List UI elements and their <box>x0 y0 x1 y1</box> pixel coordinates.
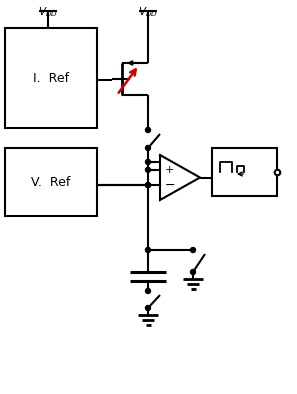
Circle shape <box>146 145 151 151</box>
Text: −: − <box>165 178 176 191</box>
Text: +: + <box>165 165 174 175</box>
Circle shape <box>146 247 151 253</box>
Circle shape <box>146 183 151 188</box>
Text: $V_{DD}$: $V_{DD}$ <box>138 5 158 19</box>
Bar <box>5 28 97 128</box>
Circle shape <box>190 269 195 275</box>
Circle shape <box>146 305 151 310</box>
Bar <box>212 148 277 196</box>
Bar <box>5 148 97 216</box>
Text: I.  Ref: I. Ref <box>33 71 69 84</box>
Circle shape <box>146 160 151 165</box>
Circle shape <box>190 247 195 253</box>
Circle shape <box>146 128 151 132</box>
Text: $V_{DD}$: $V_{DD}$ <box>38 5 58 19</box>
Circle shape <box>146 182 151 188</box>
Circle shape <box>146 288 151 294</box>
Circle shape <box>146 167 151 172</box>
Text: V.  Ref: V. Ref <box>31 175 71 188</box>
